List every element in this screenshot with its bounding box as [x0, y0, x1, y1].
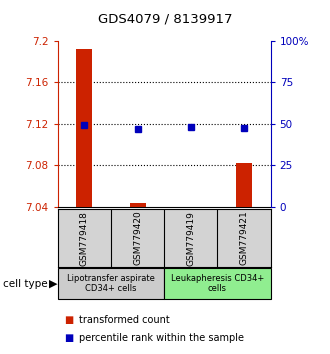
Bar [58, 268, 164, 299]
Text: Leukapheresis CD34+
cells: Leukapheresis CD34+ cells [171, 274, 264, 293]
Text: GSM779421: GSM779421 [240, 211, 248, 266]
Bar [76, 49, 92, 207]
Text: Lipotransfer aspirate
CD34+ cells: Lipotransfer aspirate CD34+ cells [67, 274, 155, 293]
Text: ▶: ▶ [49, 279, 57, 289]
Bar [183, 207, 199, 209]
Bar [130, 203, 146, 207]
Text: GDS4079 / 8139917: GDS4079 / 8139917 [98, 12, 232, 25]
Text: ■: ■ [64, 333, 74, 343]
Bar [236, 164, 252, 207]
Text: GSM779420: GSM779420 [133, 211, 142, 266]
Text: percentile rank within the sample: percentile rank within the sample [79, 333, 244, 343]
Text: transformed count: transformed count [79, 315, 170, 325]
Text: GSM779418: GSM779418 [80, 211, 89, 266]
Text: GSM779419: GSM779419 [186, 211, 195, 266]
Bar [164, 268, 271, 299]
Text: ■: ■ [64, 315, 74, 325]
Text: cell type: cell type [3, 279, 48, 289]
